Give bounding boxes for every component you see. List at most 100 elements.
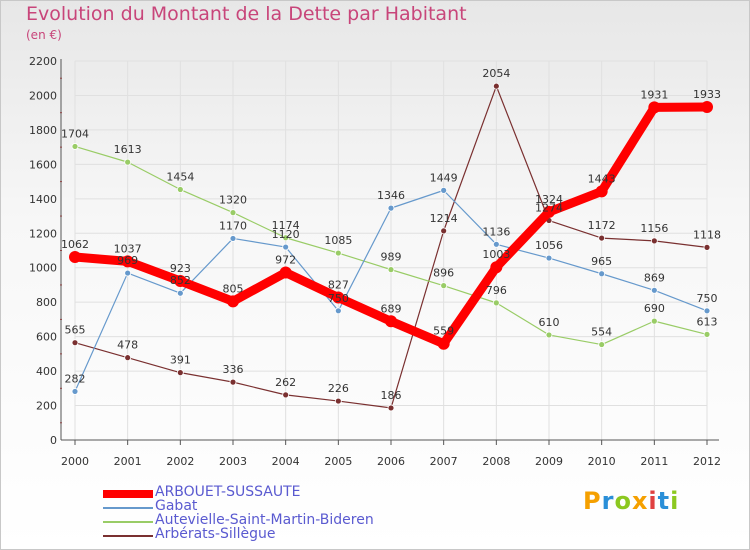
data-label-gabat: 969 <box>117 254 138 267</box>
y-tick-label: 800 <box>36 296 57 309</box>
data-label-arbouet-sussaute: 1062 <box>61 238 89 251</box>
data-point-arb-rats-sill-gue <box>334 397 342 405</box>
data-point-gabat <box>229 235 237 242</box>
logo-letter: r <box>601 487 615 515</box>
data-label-arbouet-sussaute: 1324 <box>535 193 563 206</box>
x-tick-label: 2008 <box>482 455 510 468</box>
data-point-autevielle-saint-martin-bideren <box>282 234 290 242</box>
data-label-arb-rats-sill-gue: 186 <box>381 389 402 402</box>
data-label-arb-rats-sill-gue: 336 <box>223 363 244 376</box>
y-tick-label: 1400 <box>29 193 57 206</box>
data-label-arb-rats-sill-gue: 1118 <box>693 228 721 241</box>
data-point-arb-rats-sill-gue <box>703 243 711 251</box>
data-point-autevielle-saint-martin-bideren <box>387 266 395 274</box>
data-point-arb-rats-sill-gue <box>598 234 606 242</box>
data-point-arb-rats-sill-gue <box>387 404 395 412</box>
data-point-autevielle-saint-martin-bideren <box>650 317 658 325</box>
legend-label: Arbérats-Sillègue <box>155 526 276 542</box>
data-label-autevielle-saint-martin-bideren: 554 <box>591 326 612 339</box>
data-point-arbouet-sussaute <box>121 255 134 268</box>
data-point-autevielle-saint-martin-bideren <box>334 249 342 257</box>
data-point-gabat <box>492 240 500 248</box>
data-label-arb-rats-sill-gue: 262 <box>275 376 296 389</box>
data-point-arb-rats-sill-gue <box>492 82 500 90</box>
data-label-autevielle-saint-martin-bideren: 1454 <box>166 171 194 184</box>
data-label-arbouet-sussaute: 1931 <box>640 88 668 101</box>
data-label-gabat: 1346 <box>377 189 405 202</box>
data-label-gabat: 1120 <box>272 228 300 241</box>
data-point-gabat <box>71 388 79 395</box>
data-label-arb-rats-sill-gue: 565 <box>65 324 86 337</box>
data-point-autevielle-saint-martin-bideren <box>71 143 79 150</box>
legend-item: Gabat <box>103 498 503 514</box>
data-label-arb-rats-sill-gue: 1274 <box>535 202 563 215</box>
data-label-arbouet-sussaute: 559 <box>433 325 454 338</box>
data-label-arbouet-sussaute: 827 <box>328 279 349 292</box>
data-label-gabat: 1136 <box>482 225 510 238</box>
y-tick-label: 400 <box>36 365 57 378</box>
data-label-autevielle-saint-martin-bideren: 896 <box>433 267 454 280</box>
data-label-arb-rats-sill-gue: 1214 <box>430 212 458 225</box>
data-label-autevielle-saint-martin-bideren: 610 <box>539 316 560 329</box>
data-label-arb-rats-sill-gue: 478 <box>117 339 138 352</box>
data-point-arbouet-sussaute <box>69 251 81 264</box>
data-label-gabat: 1170 <box>219 219 247 232</box>
data-point-gabat <box>124 269 132 277</box>
data-point-arbouet-sussaute <box>543 205 555 218</box>
data-label-arb-rats-sill-gue: 391 <box>170 354 191 367</box>
y-tick-label: 1200 <box>29 227 57 240</box>
x-tick-label: 2010 <box>588 455 616 468</box>
data-label-arbouet-sussaute: 1003 <box>482 248 510 261</box>
legend-label: Autevielle-Saint-Martin-Bideren <box>155 512 374 528</box>
y-tick-label: 600 <box>36 331 57 344</box>
data-point-arbouet-sussaute <box>648 101 661 114</box>
data-label-arbouet-sussaute: 1443 <box>588 172 616 185</box>
data-point-arb-rats-sill-gue <box>229 378 237 386</box>
data-label-arb-rats-sill-gue: 1156 <box>640 222 668 235</box>
logo-letter: x <box>631 487 649 515</box>
data-label-arbouet-sussaute: 1037 <box>114 242 142 255</box>
y-tick-label: 200 <box>36 400 57 413</box>
logo-letter: i <box>670 487 680 515</box>
data-point-autevielle-saint-martin-bideren <box>598 341 606 348</box>
data-label-arbouet-sussaute: 972 <box>275 254 296 267</box>
x-tick-label: 2000 <box>61 455 89 468</box>
logo-letter: P <box>583 487 602 515</box>
legend-swatch <box>103 507 153 509</box>
data-point-arb-rats-sill-gue <box>650 237 658 245</box>
proxiti-logo: Proxiti <box>583 487 679 515</box>
data-label-autevielle-saint-martin-bideren: 1320 <box>219 194 247 207</box>
data-point-gabat <box>334 307 342 315</box>
data-label-gabat: 1449 <box>430 171 458 184</box>
data-label-arbouet-sussaute: 923 <box>170 262 191 275</box>
y-tick-label: 2200 <box>29 55 57 68</box>
data-label-autevielle-saint-martin-bideren: 989 <box>381 251 402 264</box>
x-tick-label: 2003 <box>219 455 247 468</box>
data-point-gabat <box>650 286 658 294</box>
data-point-arbouet-sussaute <box>279 266 292 279</box>
data-label-autevielle-saint-martin-bideren: 613 <box>697 315 718 328</box>
data-label-arb-rats-sill-gue: 2054 <box>482 67 510 80</box>
data-label-gabat: 750 <box>328 292 349 305</box>
chart-subtitle: (en €) <box>26 28 62 42</box>
data-point-gabat <box>598 270 606 278</box>
x-tick-label: 2007 <box>430 455 458 468</box>
x-tick-label: 2005 <box>324 455 352 468</box>
data-point-arbouet-sussaute <box>490 261 503 274</box>
data-point-arbouet-sussaute <box>174 274 187 287</box>
data-point-autevielle-saint-martin-bideren <box>176 186 184 193</box>
logo-letter: t <box>657 487 671 515</box>
chart-title: Evolution du Montant de la Dette par Hab… <box>26 3 467 25</box>
x-tick-label: 2002 <box>166 455 194 468</box>
x-tick-label: 2006 <box>377 455 405 468</box>
data-label-autevielle-saint-martin-bideren: 1613 <box>114 143 142 156</box>
data-point-autevielle-saint-martin-bideren <box>229 209 237 217</box>
data-label-autevielle-saint-martin-bideren: 1704 <box>61 127 89 140</box>
legend-swatch <box>103 535 153 537</box>
y-tick-label: 2000 <box>29 89 57 102</box>
y-tick-label: 1000 <box>29 262 57 275</box>
data-point-arbouet-sussaute <box>437 337 450 350</box>
legend-swatch <box>103 521 153 523</box>
data-label-gabat: 965 <box>591 255 612 268</box>
